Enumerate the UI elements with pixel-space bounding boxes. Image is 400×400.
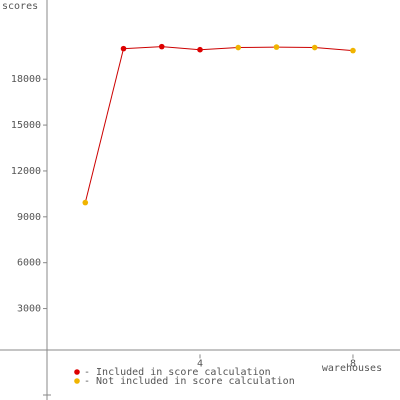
line-segment bbox=[199, 47, 239, 51]
point bbox=[350, 47, 356, 54]
point bbox=[82, 199, 89, 206]
y-tick-label: 3000 bbox=[17, 304, 41, 315]
x-axis-label: warehouses bbox=[322, 363, 382, 374]
line-segment bbox=[314, 47, 354, 52]
x-tick-label: 4 bbox=[197, 358, 203, 369]
point bbox=[120, 45, 127, 52]
point bbox=[158, 43, 165, 50]
legend-label: - Not included in score calculation bbox=[84, 376, 295, 387]
y-axis-label: scores bbox=[2, 1, 38, 12]
y-tick-label: 6000 bbox=[17, 258, 41, 269]
legend-marker bbox=[74, 378, 80, 384]
y-tick-label: 9000 bbox=[17, 212, 41, 223]
line-segment bbox=[84, 48, 125, 203]
x-tick-label: 8 bbox=[350, 358, 356, 369]
point bbox=[311, 44, 318, 51]
y-tick-label: 12000 bbox=[11, 166, 41, 177]
legend-label: - Included in score calculation bbox=[84, 367, 271, 378]
y-tick-label: 15000 bbox=[11, 120, 41, 131]
point bbox=[197, 46, 203, 53]
line-segment bbox=[161, 46, 201, 51]
legend-marker bbox=[74, 369, 80, 375]
line-segment bbox=[123, 46, 162, 50]
point bbox=[235, 44, 242, 51]
point bbox=[273, 44, 280, 50]
y-tick-label: 18000 bbox=[11, 74, 41, 85]
